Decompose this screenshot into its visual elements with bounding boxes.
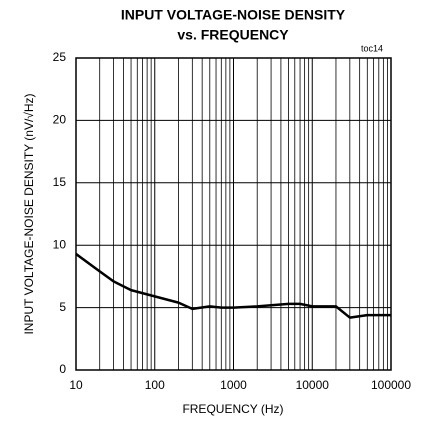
- plot-frame: [75, 57, 392, 371]
- x-tick-label: 1000: [220, 378, 247, 392]
- x-axis-label: FREQUENCY (Hz): [182, 402, 283, 416]
- y-tick-label: 25: [53, 50, 67, 64]
- y-tick-label: 0: [59, 362, 66, 376]
- chart-title: INPUT VOLTAGE-NOISE DENSITY: [121, 7, 346, 23]
- data-line: [75, 252, 391, 319]
- y-tick-label: 10: [53, 237, 67, 251]
- chart-subtitle: vs. FREQUENCY: [177, 27, 289, 43]
- y-tick-label: 15: [53, 175, 67, 189]
- x-tick-label: 100: [145, 378, 165, 392]
- y-axis-label: INPUT VOLTAGE-NOISE DENSITY (nV/√Hz): [22, 93, 36, 334]
- x-tick-label: 10000: [296, 378, 330, 392]
- x-tick-label: 10: [69, 378, 83, 392]
- annotation: toc14: [361, 43, 383, 53]
- y-tick-label: 5: [59, 300, 66, 314]
- x-tick-label: 100000: [371, 378, 411, 392]
- y-tick-label: 20: [53, 113, 67, 127]
